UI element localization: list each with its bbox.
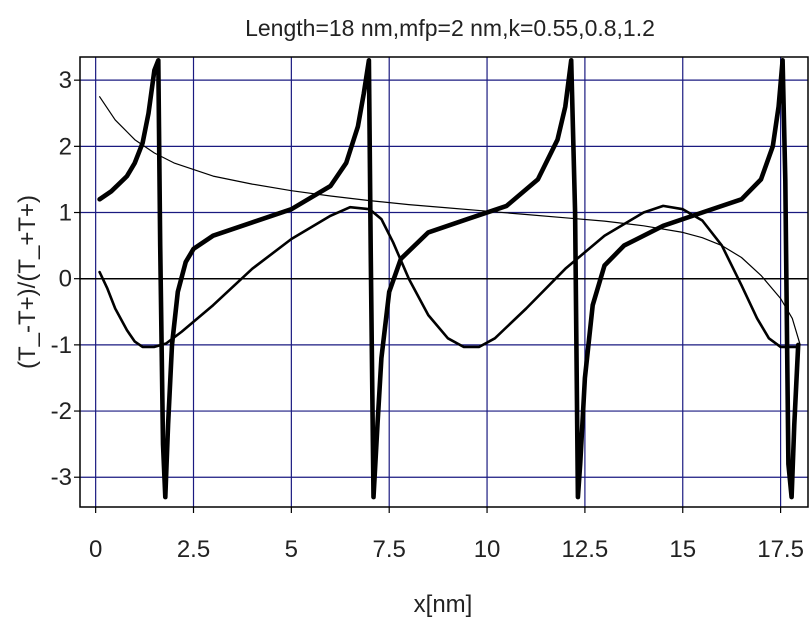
x-tick-label: 10 — [474, 536, 501, 563]
y-tick-label: -2 — [51, 398, 72, 425]
plot-frame — [79, 56, 809, 508]
x-tick-label: 15 — [669, 536, 696, 563]
y-axis-ticks: -3 -2 -1 0 1 2 3 — [51, 67, 80, 491]
chart-title: Length=18 nm,mfp=2 nm,k=0.55,0.8,1.2 — [245, 15, 655, 41]
x-tick-label: 17.5 — [757, 536, 804, 563]
grid — [80, 57, 808, 507]
x-tick-label: 7.5 — [373, 536, 406, 563]
y-tick-label: 1 — [59, 200, 72, 227]
y-tick-label: 3 — [59, 67, 72, 94]
y-axis-label: (T_-T+)/(T_+T+) — [14, 195, 41, 369]
x-axis-label: x[nm] — [414, 591, 473, 618]
series-line-medium — [98, 204, 798, 349]
series-line-thick — [97, 58, 801, 500]
y-tick-label: -3 — [51, 464, 72, 491]
x-axis-ticks: 0 2.5 5 7.5 10 12.5 15 17.5 — [89, 507, 804, 563]
x-tick-label: 12.5 — [562, 536, 609, 563]
x-tick-label: 0 — [89, 536, 102, 563]
y-tick-label: 0 — [59, 266, 72, 293]
x-tick-label: 2.5 — [177, 536, 210, 563]
y-tick-label: -1 — [51, 332, 72, 359]
series-layer — [97, 58, 801, 500]
series-line-thin — [99, 96, 801, 346]
x-tick-label: 5 — [285, 536, 298, 563]
y-tick-label: 2 — [59, 133, 72, 160]
